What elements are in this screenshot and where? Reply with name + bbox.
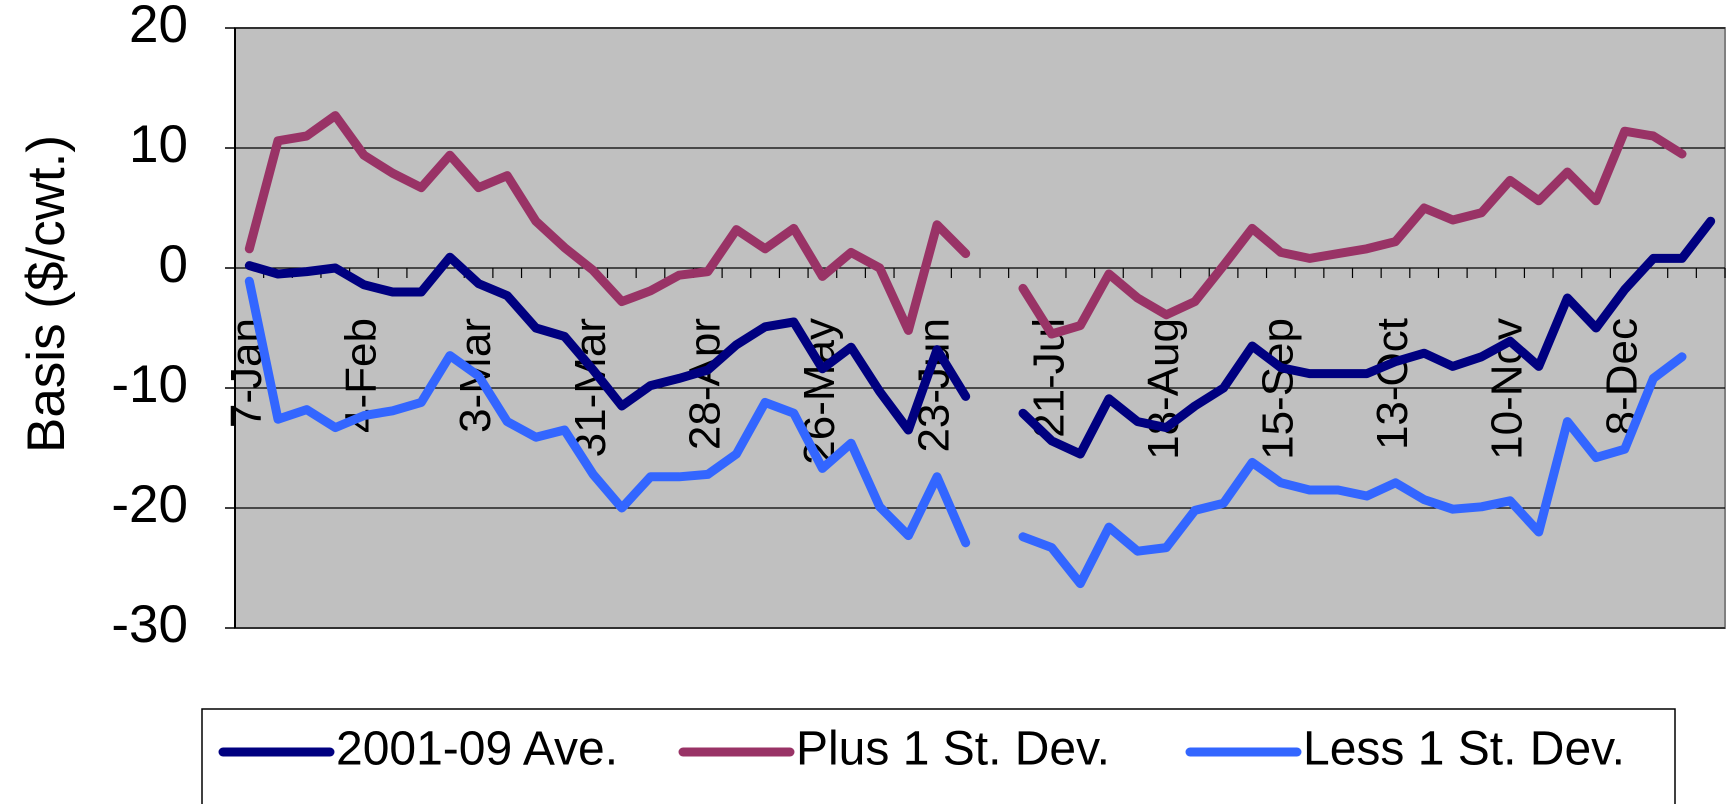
y-tick-label: 0 (159, 235, 188, 294)
legend-label: 2001-09 Ave. (336, 723, 618, 776)
series-line (244, 111, 1687, 339)
y-tick-label: 10 (129, 115, 188, 174)
y-tick-label: 20 (129, 0, 188, 54)
legend-box (201, 708, 1676, 804)
x-tick-label: 15-Sep (1253, 318, 1302, 460)
x-tick-label: 23-Jun (910, 318, 959, 453)
x-tick-label: 13-Oct (1368, 318, 1417, 450)
legend-label: Less 1 St. Dev. (1303, 723, 1625, 776)
y-tick-label: -20 (111, 475, 188, 534)
y-tick-label: -30 (111, 595, 188, 654)
series-line (244, 276, 1687, 589)
series-line (244, 216, 1716, 459)
x-tick-label: 18-Aug (1139, 318, 1188, 460)
x-tick-label: 28-Apr (680, 318, 729, 450)
y-tick-label: -10 (111, 355, 188, 414)
legend-label: Plus 1 St. Dev. (796, 723, 1110, 776)
y-axis-title: Basis ($/cwt.) (17, 135, 76, 453)
plot-area (234, 27, 1726, 629)
